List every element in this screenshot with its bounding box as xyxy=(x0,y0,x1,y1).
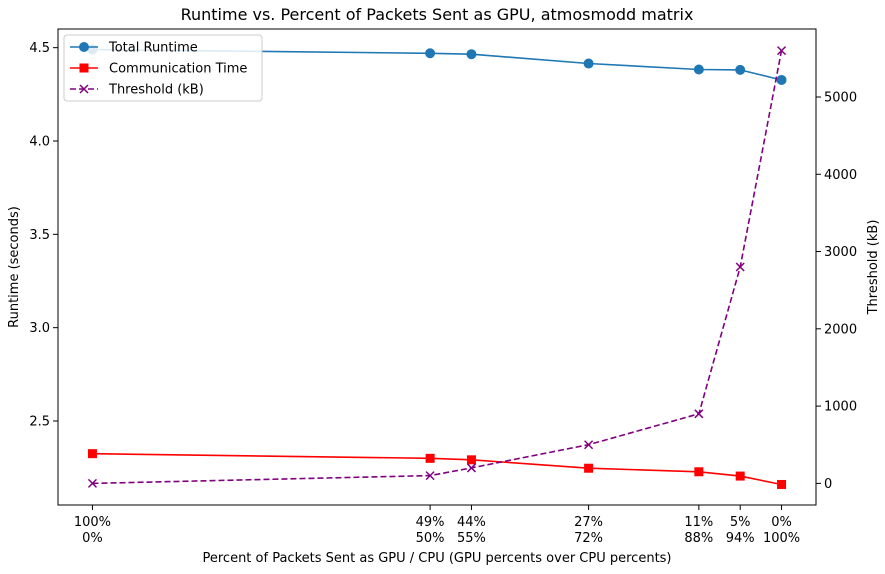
data-point xyxy=(583,58,594,69)
x-tick-label-gpu: 100% xyxy=(74,515,111,530)
x-tick-label-cpu: 72% xyxy=(574,531,603,546)
data-point xyxy=(425,453,435,463)
x-tick-label-gpu: 27% xyxy=(574,515,603,530)
data-point xyxy=(79,84,89,94)
data-point xyxy=(79,63,89,73)
legend: Total Runtime Communication Time Threshold… xyxy=(63,34,263,102)
x-tick-label-cpu: 88% xyxy=(684,531,713,546)
legend-item: Total Runtime xyxy=(70,41,198,56)
x-axis: 100%0%49%50%44%55%27%72%11%88%5%94%0%100… xyxy=(74,505,800,546)
data-point xyxy=(694,409,704,419)
data-point-stroke xyxy=(584,440,594,450)
data-point-stroke xyxy=(466,463,476,473)
right-axis: 0 1000 2000 3000 4000 5000 xyxy=(816,91,857,492)
legend-box xyxy=(63,34,263,102)
legend-label: Threshold (kB) xyxy=(108,83,204,98)
plot-frame xyxy=(57,28,817,506)
y-right-tick-label: 3000 xyxy=(824,245,857,260)
series-line xyxy=(92,452,782,486)
data-point-stroke xyxy=(79,84,89,94)
series-line xyxy=(92,50,783,485)
data-point xyxy=(777,46,787,56)
data-point xyxy=(693,64,704,75)
legend-label: Total Runtime xyxy=(108,41,198,56)
y-tick-label: 4.0 xyxy=(29,135,50,150)
series-communication-time xyxy=(87,449,787,489)
data-point xyxy=(466,49,477,60)
chart-title: Runtime vs. Percent of Packets Sent as G… xyxy=(181,5,694,24)
data-point xyxy=(425,471,435,481)
data-point-stroke xyxy=(87,478,97,488)
series-total-runtime xyxy=(87,44,787,85)
y-right-tick-label: 0 xyxy=(824,477,832,492)
legend-label: Communication Time xyxy=(109,62,247,77)
y-right-tick-label: 5000 xyxy=(824,91,857,106)
data-point xyxy=(776,74,787,85)
y-axis-label: Runtime (seconds) xyxy=(7,206,22,328)
data-point xyxy=(584,463,594,473)
x-tick-label-cpu: 0% xyxy=(82,531,103,546)
x-tick-label-gpu: 11% xyxy=(684,515,713,530)
x-tick-label-gpu: 0% xyxy=(771,515,792,530)
data-point xyxy=(466,455,476,465)
x-tick-label-gpu: 5% xyxy=(730,515,751,530)
left-axis: 2.5 3.0 3.5 4.0 4.5 xyxy=(29,41,58,430)
series-threshold-kb xyxy=(87,46,787,488)
data-point xyxy=(694,467,704,477)
legend-item: Communication Time xyxy=(70,62,247,77)
data-point xyxy=(466,463,476,473)
data-point xyxy=(79,42,89,52)
data-point xyxy=(735,262,745,272)
x-tick-label-gpu: 44% xyxy=(457,515,486,530)
plot-area xyxy=(87,44,787,489)
y-right-tick-label: 1000 xyxy=(824,400,857,415)
x-tick-label-cpu: 94% xyxy=(726,531,755,546)
data-point xyxy=(87,449,97,459)
x-tick-label-gpu: 49% xyxy=(416,515,445,530)
data-point xyxy=(735,64,746,75)
data-point-stroke xyxy=(735,262,745,272)
x-tick-label-cpu: 100% xyxy=(763,531,800,546)
y-tick-label: 2.5 xyxy=(29,415,50,430)
legend-item: Threshold (kB) xyxy=(70,83,204,98)
x-axis-label: Percent of Packets Sent as GPU / CPU (GP… xyxy=(202,551,671,566)
y-tick-label: 3.0 xyxy=(29,321,50,336)
y-right-tick-label: 2000 xyxy=(824,322,857,337)
data-point-stroke xyxy=(694,409,704,419)
x-tick-label-cpu: 55% xyxy=(457,531,486,546)
y-tick-label: 3.5 xyxy=(29,228,50,243)
data-point-stroke xyxy=(425,471,435,481)
y-right-tick-label: 4000 xyxy=(824,168,857,183)
y-axis-right-label: Threshold (kB) xyxy=(866,220,881,316)
data-point xyxy=(87,478,97,488)
data-point xyxy=(584,440,594,450)
data-point-stroke xyxy=(777,46,787,56)
x-tick-label-cpu: 50% xyxy=(416,531,445,546)
data-point xyxy=(425,48,436,59)
data-point xyxy=(777,479,787,489)
data-point xyxy=(735,471,745,481)
y-tick-label: 4.5 xyxy=(29,41,50,56)
